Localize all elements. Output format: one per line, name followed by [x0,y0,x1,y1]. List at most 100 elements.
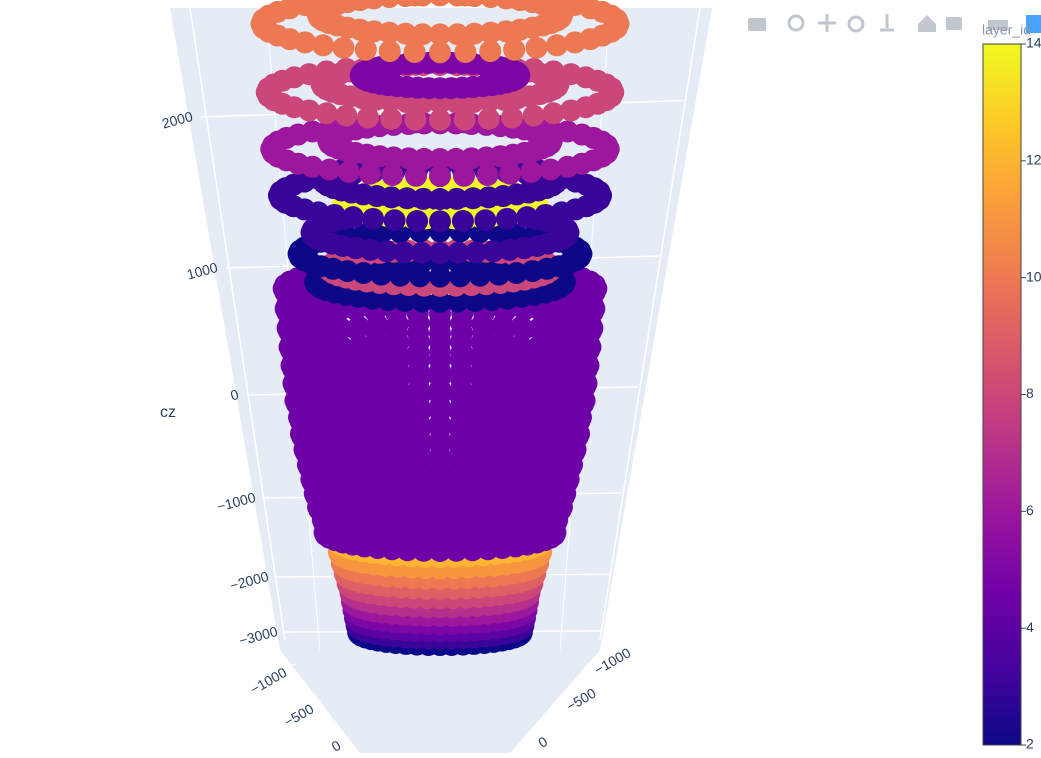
point [449,412,472,435]
point [525,36,548,59]
plotly-logo[interactable] [1026,15,1041,33]
point [524,390,547,413]
point [352,262,375,285]
point [387,394,410,417]
point [407,378,430,401]
x-tick-label: 0 [329,737,344,753]
colorbar-tick-label: 10 [1026,268,1041,284]
point [550,201,573,224]
point [317,130,340,153]
point [429,395,451,418]
point [337,160,360,183]
point [352,425,375,448]
point [260,138,283,161]
point [408,412,431,435]
point [448,444,471,467]
home-icon[interactable] [918,15,936,32]
point [386,359,409,382]
point [499,162,522,185]
point [545,34,568,57]
point [463,22,486,45]
zoom-icon[interactable] [787,14,805,32]
point [370,263,393,286]
y-tick-label: 0 [535,733,550,751]
point [413,147,436,170]
modebar[interactable] [748,14,1041,33]
point [363,0,385,10]
point [301,120,324,143]
point [429,378,451,401]
point [408,428,431,451]
point [453,164,476,187]
xticks-tick [343,736,351,740]
point [477,186,500,209]
point [358,162,381,185]
point [412,187,435,210]
camera-view-icon[interactable] [946,17,962,30]
point [512,318,535,341]
point [516,206,539,229]
colorbar-title: layer_id [982,22,1031,38]
point [503,38,526,61]
point [408,395,431,418]
point [381,164,404,187]
point [375,240,398,263]
point [395,0,416,8]
point [429,210,451,233]
xticks-tick [316,700,324,703]
point [526,372,549,395]
point [429,360,451,383]
point [521,423,544,446]
x-tick-label: −500 [281,700,316,730]
point [389,264,412,287]
point [429,341,451,364]
point [454,40,477,63]
point [383,209,406,232]
point [407,341,430,364]
orbit-icon[interactable] [847,15,865,33]
hover-icon[interactable] [988,20,1008,30]
point [508,392,531,415]
point [523,407,546,430]
turntable-icon[interactable] [880,14,894,32]
point [429,188,451,211]
point [365,339,388,362]
point [380,107,403,130]
z-tick-label: 0 [229,386,241,404]
point [527,354,550,377]
point [509,374,532,397]
point [450,341,473,364]
point [465,241,488,264]
camera-icon[interactable] [748,18,766,31]
point [323,203,346,226]
point [389,444,412,467]
point [507,409,530,432]
point [392,241,415,264]
point [350,409,373,432]
axes: −3000−2000−1000010002000−1000−5000−1000−… [160,108,633,755]
point [429,322,451,345]
point [429,290,451,313]
pan-icon[interactable] [818,14,836,32]
yticks-tick [585,663,593,667]
point [366,357,389,380]
point [404,108,427,131]
z-tick-label: −2000 [228,568,270,594]
point [250,12,273,35]
point [378,40,401,63]
point [387,377,410,400]
point [453,108,476,131]
colorbar-tick-label: 12 [1026,152,1041,168]
point [451,210,474,233]
point [335,104,358,127]
point [371,443,394,466]
point [429,23,451,46]
point [534,203,557,226]
point [341,206,364,229]
colorbar-tick-label: 6 [1026,502,1034,518]
point [429,148,451,171]
point [542,102,565,125]
point [522,104,545,127]
point [378,0,400,9]
point [556,155,579,178]
